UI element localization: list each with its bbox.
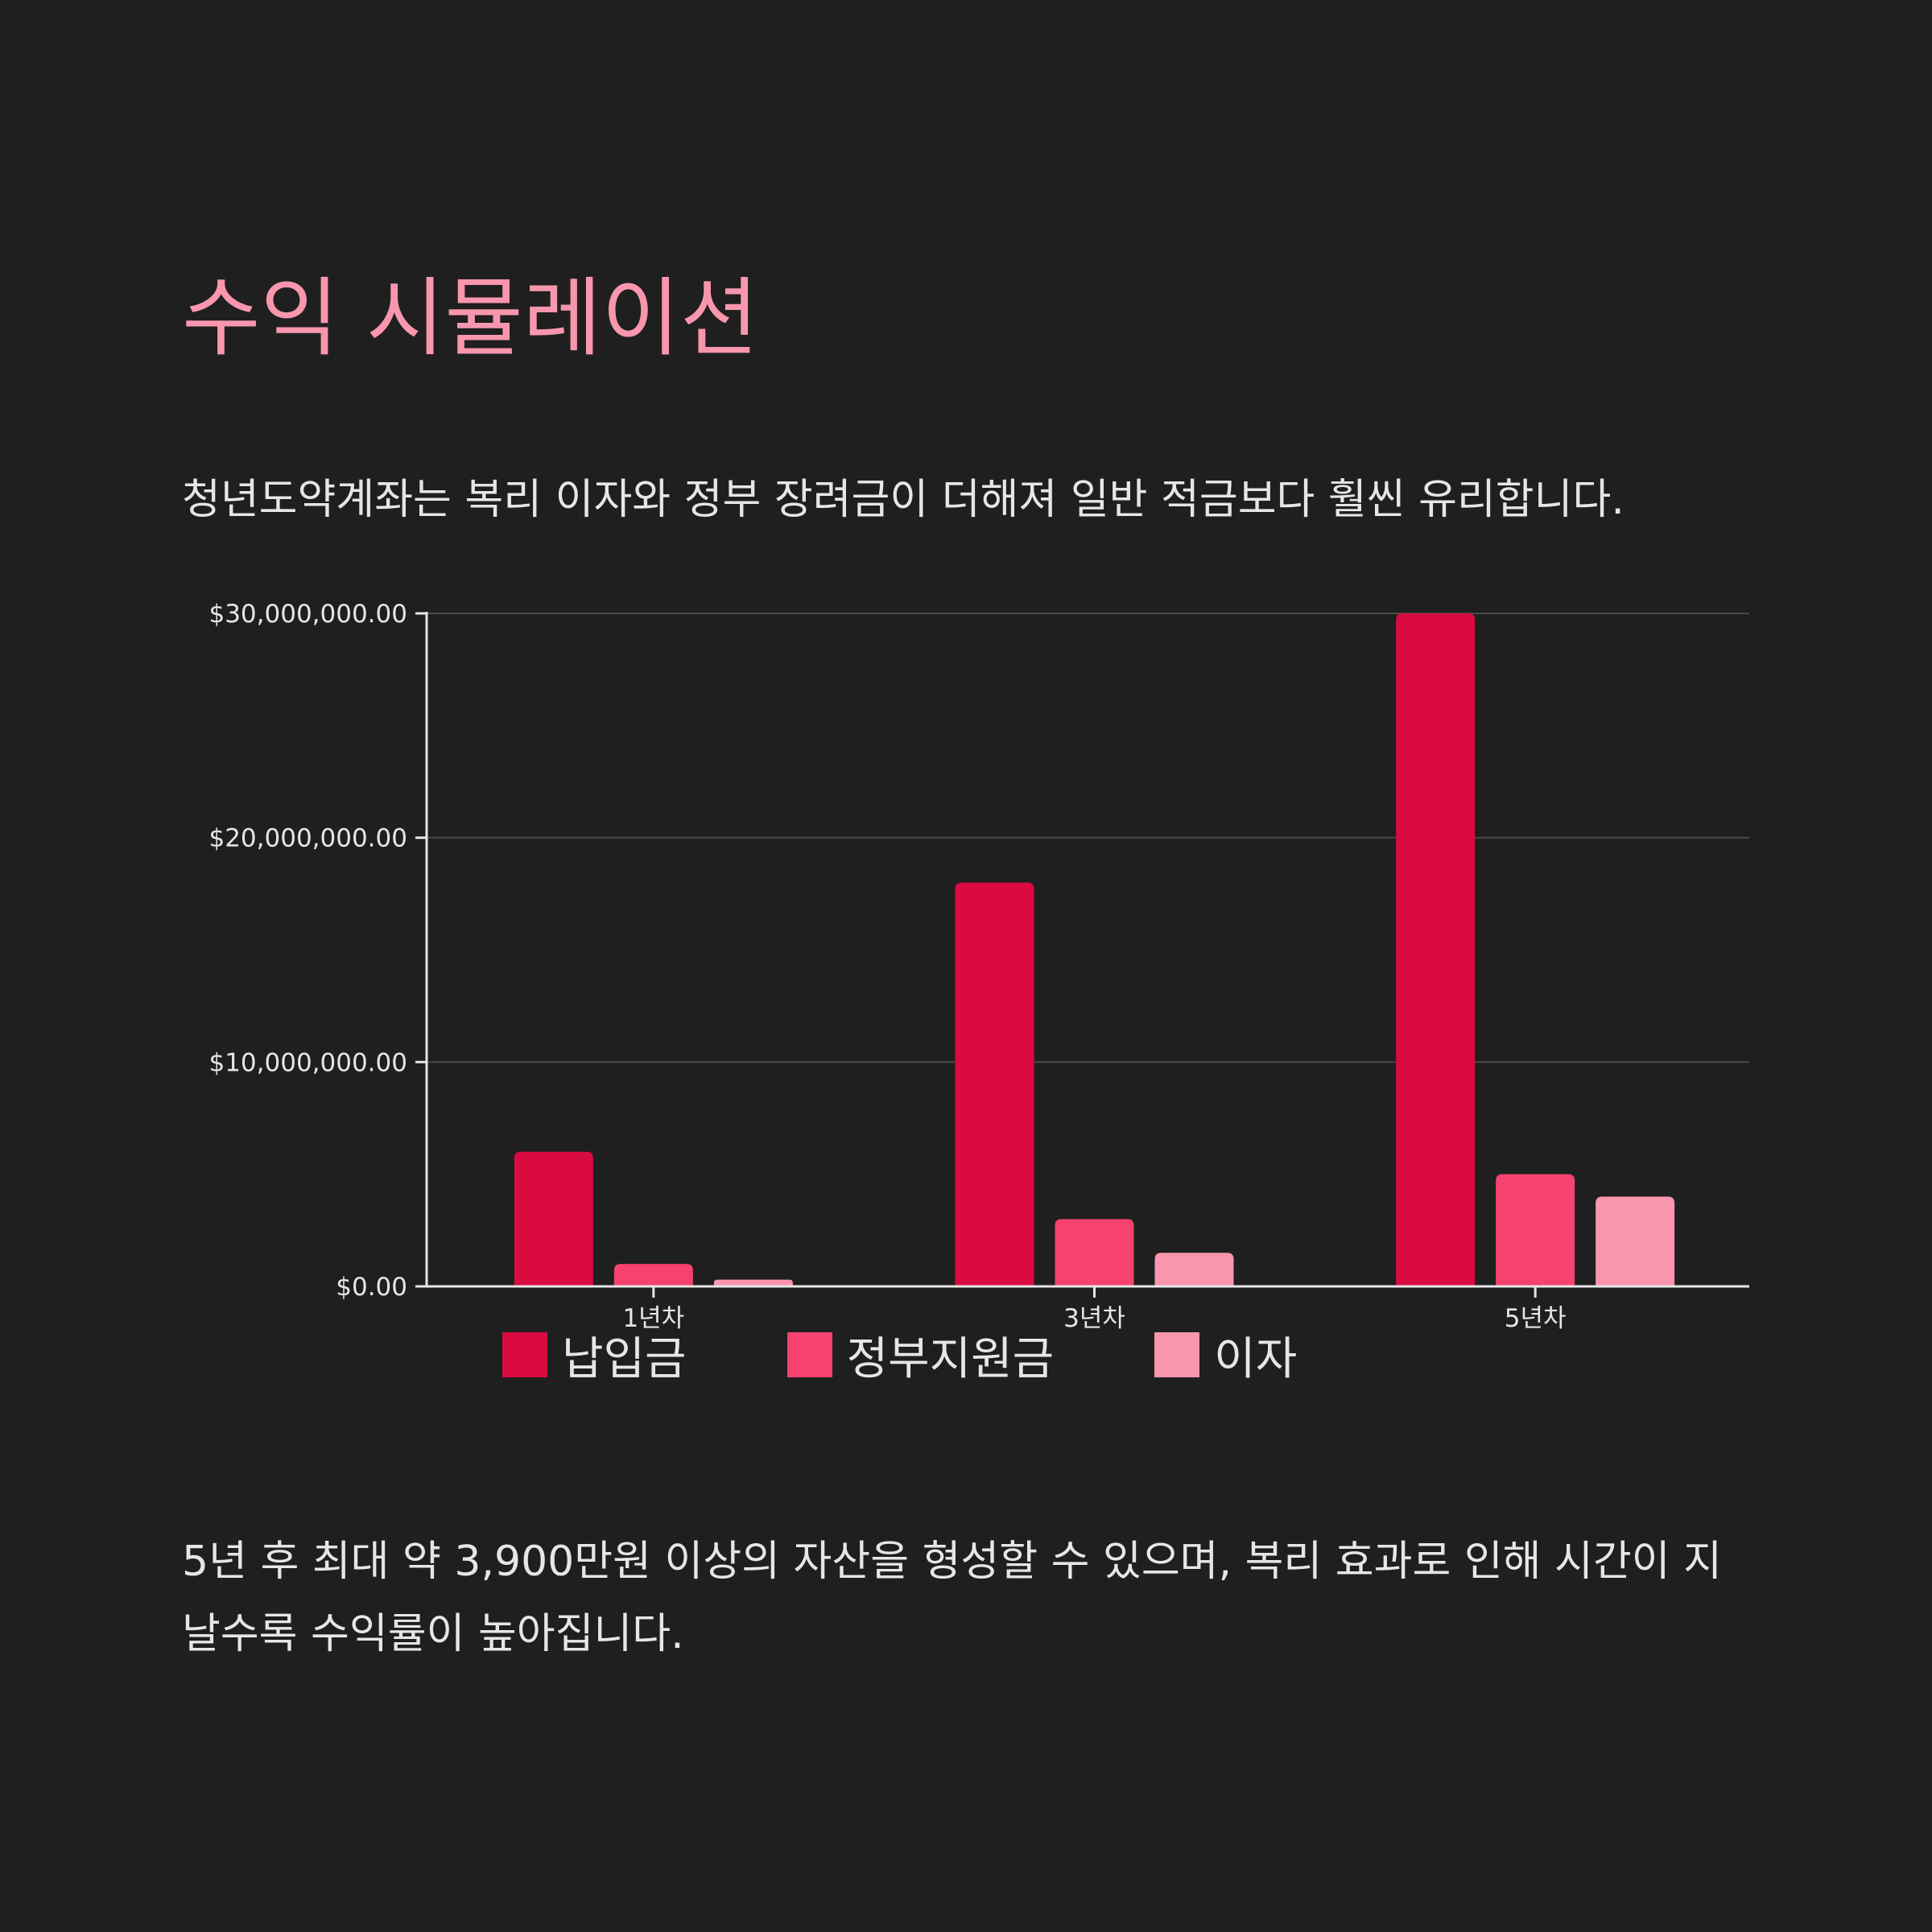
legend-item: 정부지원금 — [786, 1323, 1055, 1388]
bar — [713, 1279, 793, 1286]
y-tick-label: $20,000,000.00 — [208, 824, 407, 853]
bar — [1496, 1174, 1575, 1286]
summary-text: 5년 후 최대 약 3,900만원 이상의 자산을 형성할 수 있으며, 복리 … — [182, 1538, 1722, 1658]
y-tick-label: $30,000,000.00 — [208, 600, 407, 629]
bar — [1055, 1219, 1134, 1286]
legend-label: 정부지원금 — [846, 1332, 1055, 1385]
x-tick-label: 3년차 — [1063, 1304, 1125, 1333]
legend-item: 납입금 — [502, 1323, 687, 1388]
legend-label: 납입금 — [562, 1332, 687, 1385]
page-title: 수익 시뮬레이션 — [182, 269, 759, 368]
legend-item: 이자 — [1154, 1323, 1297, 1388]
y-tick-label: $10,000,000.00 — [208, 1048, 407, 1077]
bar — [1596, 1196, 1675, 1286]
legend-label: 이자 — [1214, 1332, 1298, 1385]
legend-swatch — [786, 1332, 832, 1377]
page-subtitle: 청년도약계좌는 복리 이자와 정부 장려금이 더해져 일반 적금보다 훨씬 유리… — [182, 476, 1624, 524]
legend-swatch — [502, 1332, 547, 1377]
x-tick-label: 1년차 — [622, 1304, 684, 1333]
legend-swatch — [1154, 1332, 1200, 1377]
y-tick-label: $0.00 — [336, 1273, 407, 1302]
bar — [613, 1264, 693, 1286]
bar — [955, 882, 1034, 1286]
bar — [1154, 1253, 1234, 1286]
bar — [1396, 613, 1476, 1286]
bar — [514, 1151, 593, 1286]
x-tick-label: 5년차 — [1505, 1304, 1567, 1333]
chart-legend: 납입금 정부지원금 이자 — [502, 1327, 1397, 1385]
